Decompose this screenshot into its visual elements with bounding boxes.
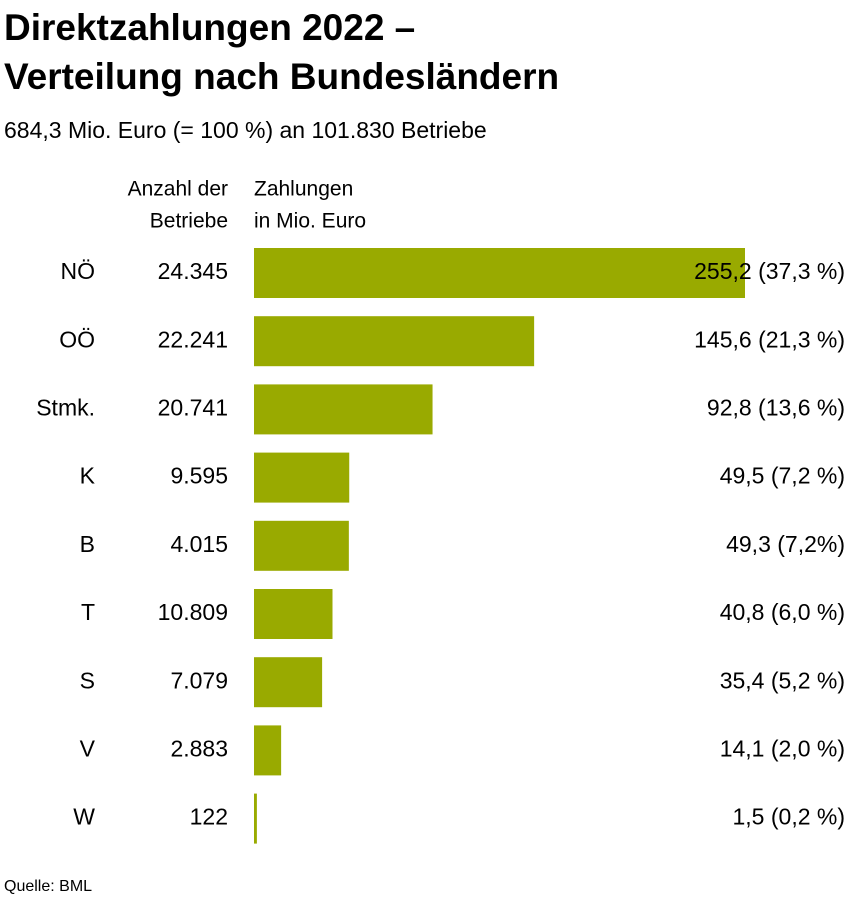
column-header: Zahlungen (254, 178, 353, 201)
category-label: NÖ (61, 258, 96, 284)
chart-subtitle: 684,3 Mio. Euro (= 100 %) an 101.830 Bet… (4, 117, 487, 143)
bar (254, 248, 745, 298)
category-label: K (80, 463, 96, 489)
chart-title: Verteilung nach Bundesländern (4, 56, 559, 97)
category-label: W (73, 804, 95, 830)
chart-title: Direktzahlungen 2022 – (4, 7, 415, 48)
column-header: in Mio. Euro (254, 210, 366, 233)
count-label: 20.741 (158, 394, 228, 420)
category-label: S (80, 667, 95, 693)
bar (254, 384, 433, 435)
category-label: T (81, 599, 95, 625)
bar (254, 793, 257, 844)
category-label: V (80, 735, 96, 761)
count-label: 10.809 (158, 599, 228, 625)
count-label: 22.241 (158, 326, 228, 352)
count-label: 7.079 (170, 667, 228, 693)
value-label: 14,1 (2,0 %) (720, 735, 845, 761)
category-label: Stmk. (36, 394, 95, 420)
count-label: 4.015 (170, 531, 228, 557)
value-label: 145,6 (21,3 %) (694, 326, 845, 352)
count-label: 2.883 (170, 735, 228, 761)
bar (254, 316, 535, 367)
value-label: 92,8 (13,6 %) (707, 394, 845, 420)
bar (254, 520, 349, 571)
bar (254, 657, 323, 708)
count-label: 122 (190, 804, 228, 830)
value-label: 49,3 (7,2%) (726, 531, 845, 557)
value-label: 1,5 (0,2 %) (733, 804, 846, 830)
bar (254, 589, 333, 639)
column-header: Anzahl der (128, 178, 228, 201)
count-label: 24.345 (158, 258, 228, 284)
value-label: 40,8 (6,0 %) (720, 599, 845, 625)
value-label: 255,2 (37,3 %) (694, 258, 845, 284)
count-label: 9.595 (170, 463, 228, 489)
bar (254, 452, 350, 503)
value-label: 49,5 (7,2 %) (720, 463, 845, 489)
value-label: 35,4 (5,2 %) (720, 667, 845, 693)
source: Quelle: BML (4, 878, 92, 895)
category-label: OÖ (59, 326, 95, 352)
bar (254, 725, 282, 776)
column-header: Betriebe (150, 210, 228, 233)
category-label: B (80, 531, 95, 557)
